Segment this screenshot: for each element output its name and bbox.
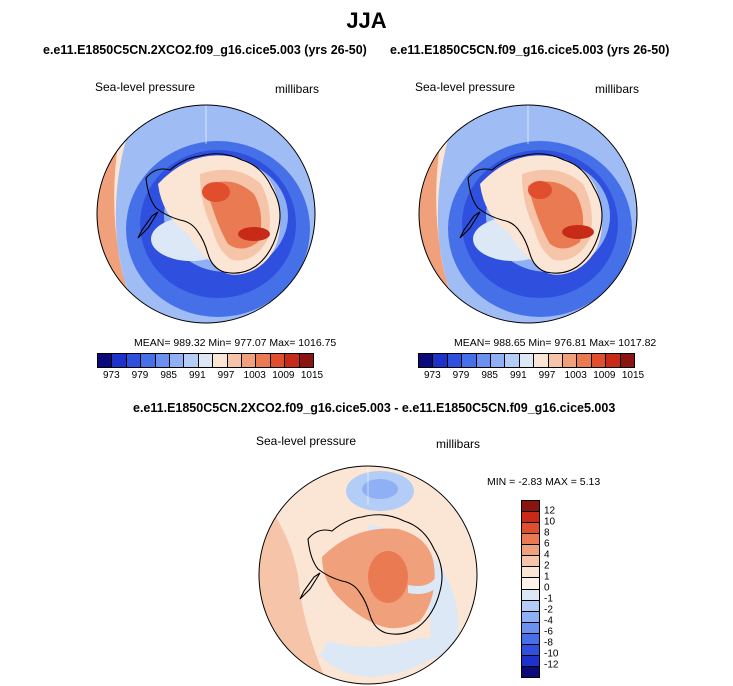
colorbar-swatch [98,354,113,367]
panel-2-case-title: e.e11.E1850C5CN.f09_g16.cice5.003 (yrs 2… [390,43,670,57]
colorbar-swatch [522,655,539,667]
colorbar-swatch [522,622,539,634]
colorbar-tick-label: 1003 [243,370,266,381]
colorbar-swatch [155,354,171,367]
colorbar-tick-label: 973 [102,370,120,381]
colorbar-swatch [522,589,539,601]
colorbar-swatch [505,354,520,367]
colorbar-swatch [447,354,463,367]
colorbar-swatch [522,501,539,513]
colorbar-tick-label: 1009 [272,370,295,381]
panel-1-units-label: millibars [275,82,320,96]
colorbar-tick-label: 1 [544,571,550,583]
colorbar-swatch [534,354,549,367]
colorbar-swatch [242,354,257,367]
colorbar-tick-label: -1 [544,593,553,605]
colorbar-tick-label: -12 [544,659,559,671]
colorbar-tick-label: 10 [544,516,556,528]
colorbar-tick-label: 991 [188,370,206,381]
colorbar-swatch [606,354,621,367]
colorbar-swatch [522,512,539,524]
colorbar-tick-label: 12 [544,505,556,517]
panel-3-case-title: e.e11.E1850C5CN.2XCO2.f09_g16.cice5.003 … [133,401,616,415]
colorbar-swatch [184,354,199,367]
panel-2-colorbar-ticks: 973 979 985 991 997 1003 1009 1015 [418,370,644,384]
colorbar-swatch [522,534,539,546]
colorbar-swatch [299,354,314,367]
colorbar-swatch [126,354,142,367]
panel-1-polar-map [96,104,316,324]
colorbar-swatch [213,354,228,367]
colorbar-tick-label: 985 [160,370,177,381]
colorbar-tick-label: -10 [544,648,559,660]
panel-2-variable-label: Sea-level pressure [415,80,516,94]
colorbar-swatch [522,556,539,568]
colorbar-swatch [270,354,286,367]
colorbar-swatch [591,354,607,367]
panel-3-units-label: millibars [436,437,481,451]
colorbar-swatch [522,633,539,645]
colorbar-swatch [522,545,539,557]
colorbar-swatch [433,354,448,367]
colorbar-tick-label: -6 [544,626,553,638]
figure-title: JJA [346,8,387,33]
colorbar-tick-label: 1009 [593,370,616,381]
colorbar-tick-label: 979 [452,370,470,381]
colorbar-swatch [227,354,243,367]
colorbar-tick-label: 1015 [621,370,645,381]
colorbar-tick-label: 8 [544,527,550,539]
colorbar-tick-label: 1003 [564,370,587,381]
colorbar-swatch [112,354,127,367]
colorbar-swatch [285,354,300,367]
colorbar-swatch [522,666,539,677]
panel-1-case-title: e.e11.E1850C5CN.2XCO2.f09_g16.cice5.003 … [43,43,367,57]
panel-2-stats: MEAN= 988.65 Min= 976.81 Max= 1017.82 [454,337,657,349]
colorbar-tick-label: 2 [544,560,550,572]
colorbar-swatch [170,354,185,367]
colorbar-swatch [620,354,635,367]
colorbar-tick-label: 997 [538,370,556,381]
panel-1-colorbar [97,353,314,368]
colorbar-swatch [419,354,434,367]
colorbar-tick-label: -4 [544,615,553,627]
colorbar-tick-label: -8 [544,637,553,649]
colorbar-swatch [522,578,539,590]
colorbar-swatch [522,644,539,656]
panel-2-colorbar [418,353,635,368]
colorbar-tick-label: 991 [509,370,527,381]
colorbar-tick-label: 0 [544,582,550,594]
panel-2-units-label: millibars [595,82,640,96]
colorbar-tick-label: 1015 [300,370,324,381]
colorbar-tick-label: 979 [131,370,149,381]
colorbar-swatch [462,354,477,367]
colorbar-tick-label: -2 [544,604,553,616]
panel-3-colorbar-ticks: 12 10 8 6 4 2 1 0 -1 -2 -4 -6 -8 -10 -12 [544,500,574,676]
colorbar-swatch [491,354,506,367]
colorbar-swatch [577,354,592,367]
colorbar-swatch [476,354,492,367]
panel-3-variable-label: Sea-level pressure [256,434,357,448]
colorbar-swatch [519,354,535,367]
panel-3-colorbar [521,500,540,678]
panel-2-polar-map [418,104,638,324]
colorbar-swatch [522,567,539,579]
colorbar-tick-label: 973 [423,370,441,381]
colorbar-tick-label: 4 [544,549,550,561]
colorbar-swatch [522,523,539,535]
colorbar-swatch [198,354,214,367]
panel-1-variable-label: Sea-level pressure [95,80,196,94]
colorbar-tick-label: 985 [481,370,498,381]
colorbar-swatch [256,354,271,367]
colorbar-swatch [563,354,578,367]
panel-1-colorbar-ticks: 973 979 985 991 997 1003 1009 1015 [97,370,323,384]
colorbar-swatch [548,354,564,367]
colorbar-tick-label: 6 [544,538,550,550]
colorbar-swatch [522,600,539,612]
colorbar-tick-label: 997 [217,370,235,381]
colorbar-swatch [141,354,156,367]
colorbar-swatch [522,611,539,623]
panel-3-polar-map [258,465,478,685]
panel-1-stats: MEAN= 989.32 Min= 977.07 Max= 1016.75 [134,337,337,349]
panel-3-stats: MIN = -2.83 MAX = 5.13 [487,476,601,488]
